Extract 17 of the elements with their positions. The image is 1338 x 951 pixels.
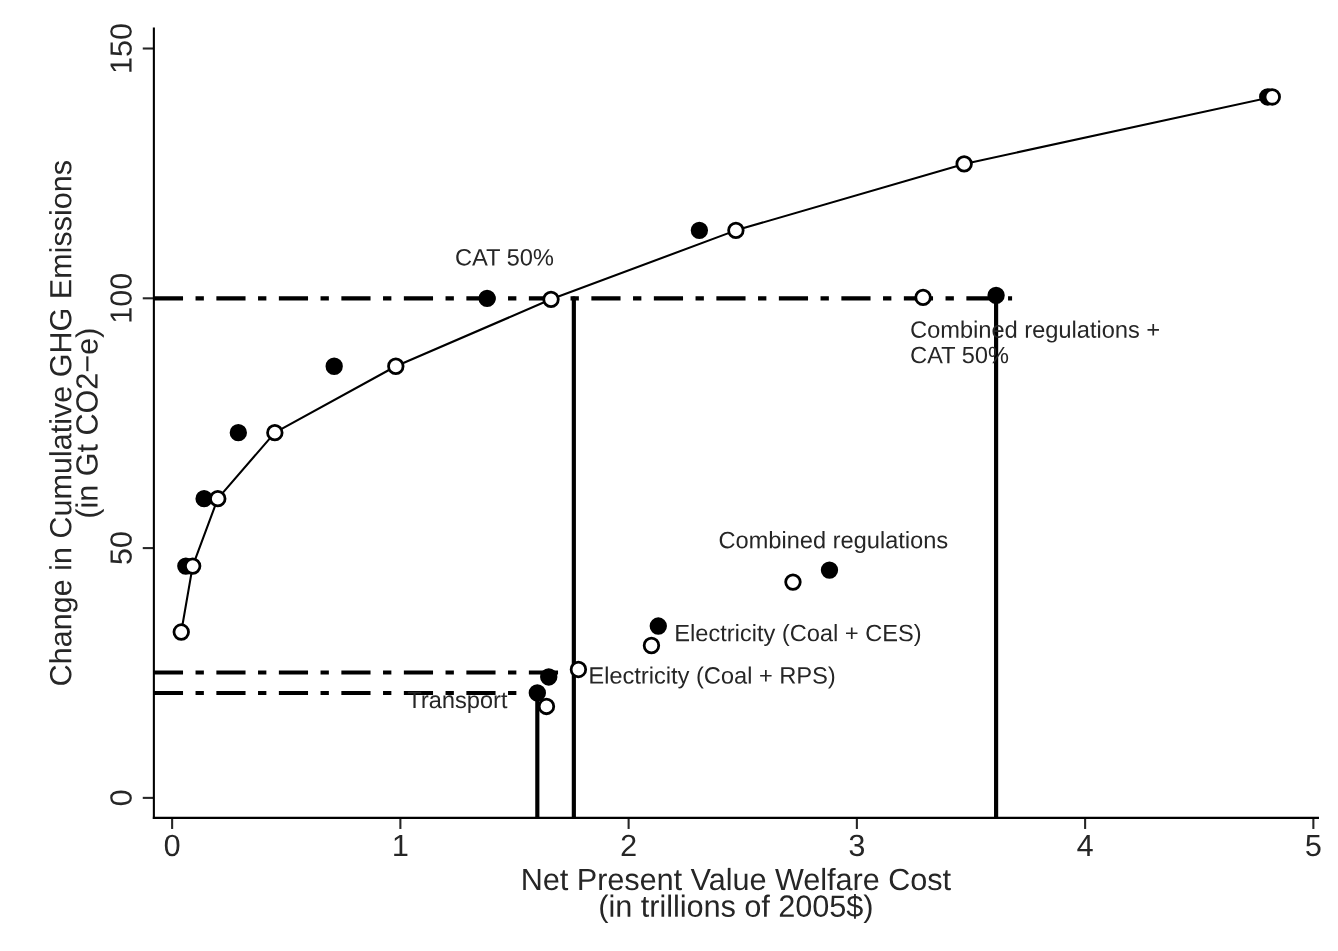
y-tick-label: 50 <box>110 532 132 564</box>
x-tick-label: 2 <box>621 834 636 856</box>
y-tick-label: 0 <box>110 790 132 806</box>
annotation: Transport <box>407 691 508 713</box>
x-tick-label: 0 <box>164 834 180 857</box>
y-tick-label: 150 <box>110 24 132 72</box>
y-tick-label: 100 <box>110 274 132 322</box>
x-tick-label: 4 <box>1077 834 1093 856</box>
x-tick-label: 3 <box>849 834 865 857</box>
annotation: CAT 50% <box>456 248 554 266</box>
annotation: Electricity (Coal + CES) <box>676 624 921 647</box>
annotation: Combined regulations <box>719 531 948 554</box>
x-tick-label: 5 <box>1306 834 1321 857</box>
annotation: Electricity (Coal + RPS) <box>590 666 835 689</box>
x-tick-label: 1 <box>394 834 408 856</box>
x-axis-title: Net Present Value Welfare Cost (in trillions of 2005$) <box>523 867 951 924</box>
y-axis-title: Change in Cumulative GHG Emissions (in Gt CO2−e) <box>49 161 104 685</box>
